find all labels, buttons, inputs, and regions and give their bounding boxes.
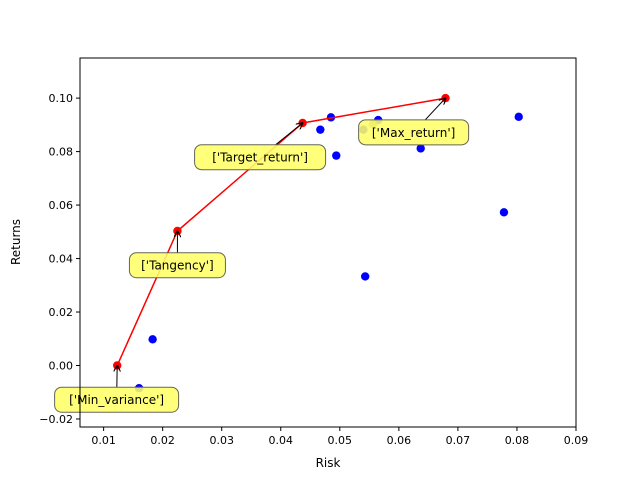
data-point <box>417 144 425 152</box>
data-point <box>332 151 340 159</box>
data-point <box>361 272 369 280</box>
x-tick-label: 0.08 <box>505 434 530 447</box>
annotation-label: ['Min_variance'] <box>69 393 164 407</box>
y-tick-label: 0.02 <box>49 306 74 319</box>
y-tick-label: 0.10 <box>49 92 74 105</box>
y-tick-label: −0.02 <box>39 413 73 426</box>
y-tick-label: 0.08 <box>49 146 74 159</box>
data-point <box>500 208 508 216</box>
x-tick-label: 0.05 <box>328 434 353 447</box>
data-point <box>515 113 523 121</box>
x-tick-label: 0.04 <box>269 434 294 447</box>
y-tick-label: 0.06 <box>49 199 74 212</box>
y-axis-label: Returns <box>9 219 23 265</box>
x-tick-label: 0.01 <box>91 434 116 447</box>
annotation-label: ['Max_return'] <box>372 126 455 140</box>
x-tick-label: 0.06 <box>387 434 412 447</box>
plot-area <box>80 58 576 427</box>
y-tick-label: 0.00 <box>49 360 74 373</box>
x-tick-label: 0.02 <box>150 434 175 447</box>
data-point <box>148 335 156 343</box>
annotation-label: ['Target_return'] <box>212 151 308 165</box>
x-tick-label: 0.07 <box>446 434 471 447</box>
data-point <box>316 125 324 133</box>
y-tick-label: 0.04 <box>49 253 74 266</box>
annotation-label: ['Tangency'] <box>141 259 214 273</box>
x-tick-label: 0.03 <box>209 434 234 447</box>
x-axis-label: Risk <box>316 456 341 470</box>
x-tick-label: 0.09 <box>564 434 589 447</box>
